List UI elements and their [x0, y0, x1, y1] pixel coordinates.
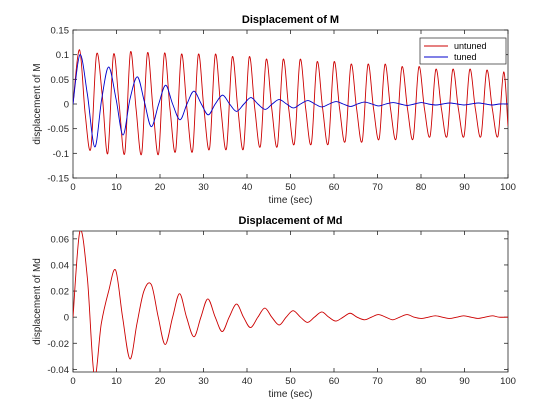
x-tick-label: 90 — [459, 376, 470, 387]
legend-label-tuned: tuned — [454, 52, 477, 62]
y-tick-label: -0.15 — [47, 174, 69, 185]
x-tick-label: 10 — [111, 376, 122, 387]
x-tick-label: 40 — [242, 182, 253, 193]
x-axis-label: time (sec) — [269, 389, 313, 400]
x-tick-label: 60 — [329, 182, 340, 193]
y-axis-label: displacement of M — [32, 63, 43, 144]
y-tick-label: 0.02 — [51, 287, 70, 298]
y-tick-label: -0.05 — [47, 124, 69, 135]
x-tick-label: 70 — [372, 182, 383, 193]
y-tick-label: 0.04 — [51, 260, 70, 271]
y-tick-label: 0.05 — [51, 75, 70, 86]
x-tick-label: 100 — [500, 182, 516, 193]
x-tick-label: 30 — [198, 376, 209, 387]
y-tick-label: 0.06 — [51, 234, 70, 245]
y-tick-label: -0.1 — [53, 149, 69, 160]
legend-label-untuned: untuned — [454, 41, 487, 51]
x-tick-label: 0 — [70, 182, 75, 193]
x-axis-label: time (sec) — [269, 195, 313, 206]
x-tick-label: 30 — [198, 182, 209, 193]
x-tick-label: 20 — [155, 376, 166, 387]
plot-displacement-m: 0 10 20 30 40 50 60 70 80 90 100 -0.15 -0.1 -0.05 0 0.0… — [32, 14, 516, 206]
x-tick-label: 40 — [242, 376, 253, 387]
y-axis-label: displacement of Md — [32, 258, 43, 345]
x-tick-label: 70 — [372, 376, 383, 387]
x-tick-label: 80 — [416, 182, 427, 193]
x-tick-label: 50 — [285, 376, 296, 387]
legend-box — [419, 37, 507, 65]
chart-title: Displacement of M — [242, 14, 339, 26]
plot-displacement-md: 0 10 20 30 40 50 60 70 80 90 100 -0.04 -0.02 0 0.02 0.0… — [32, 215, 516, 400]
x-tick-label: 90 — [459, 182, 470, 193]
y-tick-label: -0.02 — [47, 339, 69, 350]
series-line-md — [73, 231, 508, 372]
series-line-tuned — [73, 54, 508, 148]
axes-box — [72, 230, 509, 373]
y-tick-label: 0 — [64, 313, 69, 324]
x-tick-label: 100 — [500, 376, 516, 387]
x-tick-label: 10 — [111, 182, 122, 193]
series-group — [73, 231, 508, 372]
y-tick-label: 0.15 — [51, 26, 70, 37]
x-tick-label: 50 — [285, 182, 296, 193]
x-tick-label: 60 — [329, 376, 340, 387]
y-tick-label: -0.04 — [47, 365, 69, 376]
series-line-untuned — [73, 49, 508, 156]
y-tick-label: 0 — [64, 100, 69, 111]
series-group — [73, 49, 508, 156]
x-tick-label: 0 — [70, 376, 75, 387]
x-tick-label: 20 — [155, 182, 166, 193]
chart-title: Displacement of Md — [239, 215, 343, 227]
x-tick-label: 80 — [416, 376, 427, 387]
y-tick-label: 0.1 — [56, 50, 69, 61]
